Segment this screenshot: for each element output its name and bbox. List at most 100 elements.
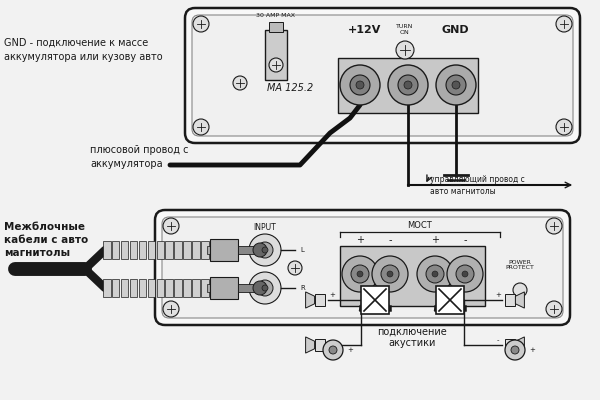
Circle shape	[350, 75, 370, 95]
Text: R: R	[300, 285, 305, 291]
Circle shape	[556, 119, 572, 135]
Text: управляющий провод с
авто магнитолы: управляющий провод с авто магнитолы	[430, 175, 525, 196]
Circle shape	[511, 346, 519, 354]
Circle shape	[452, 81, 460, 89]
Circle shape	[288, 261, 302, 275]
Circle shape	[404, 81, 412, 89]
Bar	[340, 246, 485, 306]
Text: 30 AMP MAX: 30 AMP MAX	[257, 13, 296, 18]
Bar	[166, 279, 173, 297]
Circle shape	[381, 265, 399, 283]
Text: Межблочные
кабели с авто
магнитолы: Межблочные кабели с авто магнитолы	[4, 222, 88, 258]
Bar	[207, 246, 212, 254]
FancyBboxPatch shape	[185, 8, 580, 143]
Bar	[139, 241, 146, 259]
Polygon shape	[305, 292, 314, 308]
FancyBboxPatch shape	[155, 210, 570, 325]
Circle shape	[193, 119, 209, 135]
Circle shape	[329, 346, 337, 354]
Bar	[157, 241, 164, 259]
Circle shape	[356, 81, 364, 89]
Bar	[192, 241, 200, 259]
Bar	[192, 279, 200, 297]
Bar	[238, 246, 258, 254]
Circle shape	[456, 265, 474, 283]
Text: подключение
акустики: подключение акустики	[377, 326, 447, 348]
Circle shape	[351, 265, 369, 283]
Text: +: +	[347, 347, 353, 353]
Circle shape	[432, 271, 438, 277]
Text: -: -	[463, 235, 467, 245]
Text: -: -	[497, 337, 499, 343]
Bar	[210, 277, 238, 299]
Text: MA 125.2: MA 125.2	[267, 83, 313, 93]
Bar	[207, 284, 212, 292]
Bar	[183, 241, 191, 259]
Bar	[166, 241, 173, 259]
Circle shape	[446, 75, 466, 95]
Bar	[175, 241, 182, 259]
Text: +: +	[365, 278, 371, 288]
Bar	[338, 58, 478, 113]
Text: -: -	[388, 235, 392, 245]
Text: +12V: +12V	[349, 25, 382, 35]
Circle shape	[417, 256, 453, 292]
Bar	[238, 284, 258, 292]
Text: +: +	[495, 292, 501, 298]
Text: TURN
ON: TURN ON	[397, 24, 413, 35]
Circle shape	[163, 301, 179, 317]
Bar	[148, 279, 155, 297]
Circle shape	[426, 265, 444, 283]
Polygon shape	[515, 292, 524, 308]
Circle shape	[513, 283, 527, 297]
Circle shape	[249, 234, 281, 266]
Bar	[201, 279, 209, 297]
Bar	[314, 339, 325, 351]
Text: L: L	[300, 247, 304, 253]
Polygon shape	[305, 337, 314, 353]
Bar	[361, 286, 389, 314]
Bar	[103, 241, 110, 259]
Bar	[157, 279, 164, 297]
Text: POWER
PROTECT: POWER PROTECT	[506, 260, 535, 270]
Circle shape	[253, 281, 267, 295]
Circle shape	[387, 271, 393, 277]
Bar	[175, 279, 182, 297]
Circle shape	[398, 75, 418, 95]
FancyBboxPatch shape	[192, 15, 573, 136]
Text: GND: GND	[441, 25, 469, 35]
Text: +: +	[440, 278, 446, 288]
Bar	[139, 279, 146, 297]
Circle shape	[396, 41, 414, 59]
Bar	[121, 279, 128, 297]
Text: плюсовой провод с
аккумулятора: плюсовой провод с аккумулятора	[90, 145, 188, 169]
Bar	[210, 239, 238, 261]
Circle shape	[436, 65, 476, 105]
Text: +: +	[431, 235, 439, 245]
FancyBboxPatch shape	[162, 217, 563, 318]
Circle shape	[257, 280, 273, 296]
Bar	[505, 339, 515, 351]
Circle shape	[233, 76, 247, 90]
Circle shape	[357, 271, 363, 277]
Circle shape	[262, 285, 268, 291]
Circle shape	[253, 243, 267, 257]
Circle shape	[462, 271, 468, 277]
Bar	[436, 286, 464, 314]
Bar	[130, 279, 137, 297]
Bar	[505, 294, 515, 306]
Bar	[183, 279, 191, 297]
Circle shape	[269, 58, 283, 72]
Circle shape	[447, 256, 483, 292]
Bar	[148, 241, 155, 259]
Bar	[121, 241, 128, 259]
Circle shape	[323, 340, 343, 360]
Bar	[269, 22, 283, 32]
Text: МОСТ: МОСТ	[407, 222, 433, 230]
Circle shape	[257, 242, 273, 258]
Bar	[112, 279, 119, 297]
Text: -: -	[380, 278, 383, 288]
Bar	[314, 294, 325, 306]
Polygon shape	[515, 337, 524, 353]
Circle shape	[262, 247, 268, 253]
